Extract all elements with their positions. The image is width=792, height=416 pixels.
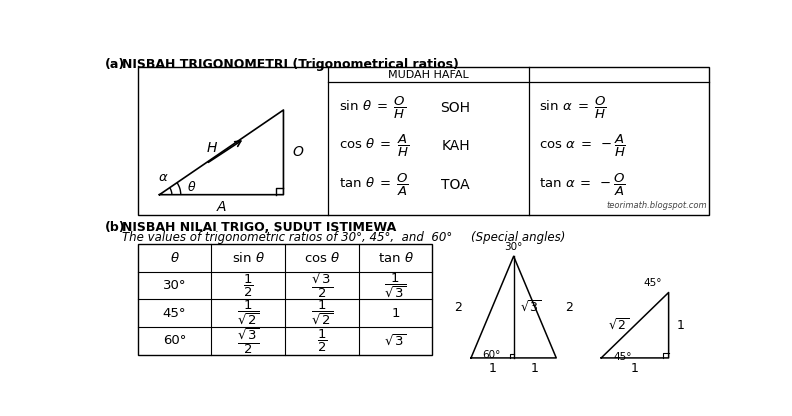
Text: 1: 1 xyxy=(631,362,639,375)
Text: $\theta$: $\theta$ xyxy=(169,251,180,265)
Text: 1: 1 xyxy=(676,319,684,332)
Text: 60°: 60° xyxy=(482,350,501,360)
Text: $\cos\,\theta$: $\cos\,\theta$ xyxy=(303,251,340,265)
Text: (a): (a) xyxy=(105,58,125,71)
Text: 45°: 45° xyxy=(614,352,632,362)
Text: 30°: 30° xyxy=(505,242,523,252)
Text: $\tan\,\theta$: $\tan\,\theta$ xyxy=(378,251,413,265)
Text: teorimath.blogspot.com: teorimath.blogspot.com xyxy=(607,201,707,210)
Text: 45°: 45° xyxy=(163,307,186,320)
Text: $1$: $1$ xyxy=(390,307,400,320)
Text: $\dfrac{1}{2}$: $\dfrac{1}{2}$ xyxy=(243,272,253,299)
Text: MUDAH HAFAL: MUDAH HAFAL xyxy=(388,69,469,79)
Text: TOA: TOA xyxy=(441,178,470,192)
Text: $\sqrt{3}$: $\sqrt{3}$ xyxy=(520,300,541,314)
Text: $\sin\,\theta$: $\sin\,\theta$ xyxy=(231,251,265,265)
Text: $\dfrac{\sqrt{3}}{2}$: $\dfrac{\sqrt{3}}{2}$ xyxy=(310,270,333,300)
Text: $\sin\,\theta\;=\;\dfrac{O}{H}$: $\sin\,\theta\;=\;\dfrac{O}{H}$ xyxy=(339,94,406,121)
Text: O: O xyxy=(293,145,303,159)
Text: NISBAH TRIGONOMETRI (Trigonometrical ratios): NISBAH TRIGONOMETRI (Trigonometrical rat… xyxy=(122,58,459,71)
Text: $\dfrac{1}{\sqrt{2}}$: $\dfrac{1}{\sqrt{2}}$ xyxy=(310,299,333,327)
Text: 60°: 60° xyxy=(163,334,186,347)
Text: SOH: SOH xyxy=(440,101,470,115)
Text: $\dfrac{\sqrt{3}}{2}$: $\dfrac{\sqrt{3}}{2}$ xyxy=(237,326,259,356)
Text: $\sin\,\alpha\;=\;\dfrac{O}{H}$: $\sin\,\alpha\;=\;\dfrac{O}{H}$ xyxy=(539,94,607,121)
Text: 2: 2 xyxy=(454,301,462,314)
Text: $\tan\,\theta\;=\;\dfrac{O}{A}$: $\tan\,\theta\;=\;\dfrac{O}{A}$ xyxy=(339,172,409,198)
Text: $\sqrt{2}$: $\sqrt{2}$ xyxy=(607,318,629,333)
Text: $\alpha$: $\alpha$ xyxy=(158,171,169,184)
Text: KAH: KAH xyxy=(441,139,470,153)
Text: 1: 1 xyxy=(489,362,497,375)
Text: $\dfrac{1}{\sqrt{3}}$: $\dfrac{1}{\sqrt{3}}$ xyxy=(384,271,406,300)
Text: NISBAH NILAI TRIGO, SUDUT ISTIMEWA: NISBAH NILAI TRIGO, SUDUT ISTIMEWA xyxy=(122,221,397,234)
Text: 30°: 30° xyxy=(163,279,186,292)
Text: $\cos\,\theta\;=\;\dfrac{A}{H}$: $\cos\,\theta\;=\;\dfrac{A}{H}$ xyxy=(339,133,409,159)
Text: $\tan\,\alpha\;=\;-\dfrac{O}{A}$: $\tan\,\alpha\;=\;-\dfrac{O}{A}$ xyxy=(539,172,626,198)
Text: H: H xyxy=(207,141,217,156)
Text: 1: 1 xyxy=(531,362,539,375)
Text: $\cos\,\alpha\;=\;-\dfrac{A}{H}$: $\cos\,\alpha\;=\;-\dfrac{A}{H}$ xyxy=(539,133,626,159)
Text: A: A xyxy=(217,200,227,214)
Text: (b): (b) xyxy=(105,221,126,234)
Text: $\dfrac{1}{\sqrt{2}}$: $\dfrac{1}{\sqrt{2}}$ xyxy=(237,299,259,327)
Bar xyxy=(138,67,709,215)
Bar xyxy=(138,244,432,355)
Text: $\dfrac{1}{2}$: $\dfrac{1}{2}$ xyxy=(317,328,327,354)
Text: 45°: 45° xyxy=(644,278,662,288)
Text: $\sqrt{3}$: $\sqrt{3}$ xyxy=(384,333,406,349)
Text: 2: 2 xyxy=(565,301,573,314)
Text: The values of trigonometric ratios of 30°, 45°,  and  60°     (Special angles): The values of trigonometric ratios of 30… xyxy=(122,231,565,244)
Text: $\theta$: $\theta$ xyxy=(187,180,196,194)
